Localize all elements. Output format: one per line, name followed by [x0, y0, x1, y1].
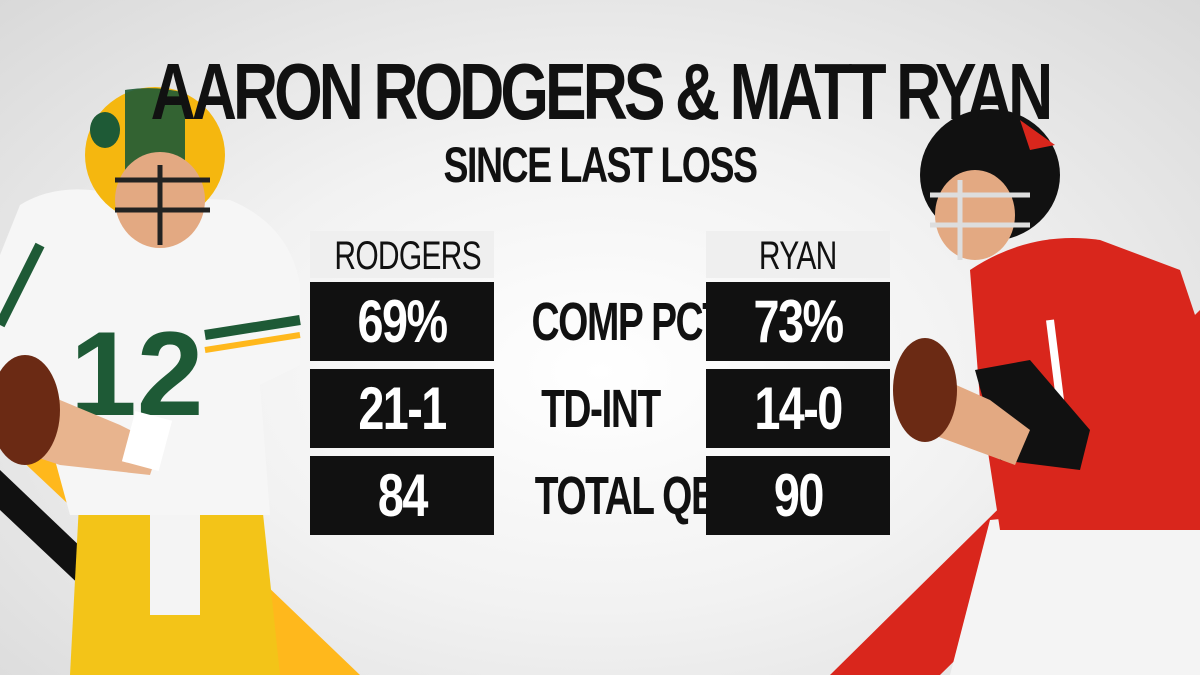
rodgers-arm-stripe — [204, 315, 301, 340]
football-right — [893, 338, 957, 442]
ryan-pants — [950, 500, 1200, 675]
stat-label-total-qbr: TOTAL QBR — [534, 466, 746, 526]
headline-subtitle: SINCE LAST LOSS — [443, 137, 758, 193]
rodgers-towel — [150, 505, 200, 615]
falcons-logo — [1020, 120, 1055, 150]
player-rodgers-photo: 12 — [0, 87, 301, 675]
packers-logo — [90, 112, 120, 148]
stat-cell-ryan-comp-pct: 73% — [706, 282, 890, 361]
headline-title: AARON RODGERS & MATT RYAN — [150, 47, 1054, 136]
rodgers-sleeve-stripe — [0, 242, 45, 328]
stat-cell-ryan-td-int: 14-0 — [706, 369, 890, 448]
football-left — [0, 355, 60, 465]
stat-cell-rodgers-comp-pct: 69% — [310, 282, 494, 361]
rodgers-wristband — [121, 410, 173, 472]
stat-cell-rodgers-td-int: 21-1 — [310, 369, 494, 448]
stat-cell-ryan-total-qbr: 90 — [706, 456, 890, 535]
column-header-ryan: RYAN — [706, 231, 890, 278]
stat-cell-rodgers-total-qbr: 84 — [310, 456, 494, 535]
stat-label-comp-pct: COMP PCT — [531, 292, 726, 352]
player-ryan-photo — [893, 109, 1200, 675]
ryan-facemask — [930, 180, 1030, 260]
stat-label-td-int: TD-INT — [540, 379, 661, 439]
column-header-rodgers: RODGERS — [310, 231, 494, 278]
rodgers-facemask — [115, 165, 210, 245]
